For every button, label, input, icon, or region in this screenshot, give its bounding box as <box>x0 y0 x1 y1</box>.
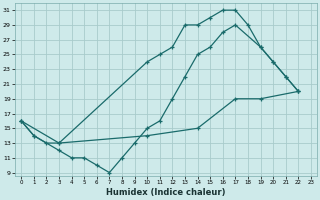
X-axis label: Humidex (Indice chaleur): Humidex (Indice chaleur) <box>106 188 226 197</box>
